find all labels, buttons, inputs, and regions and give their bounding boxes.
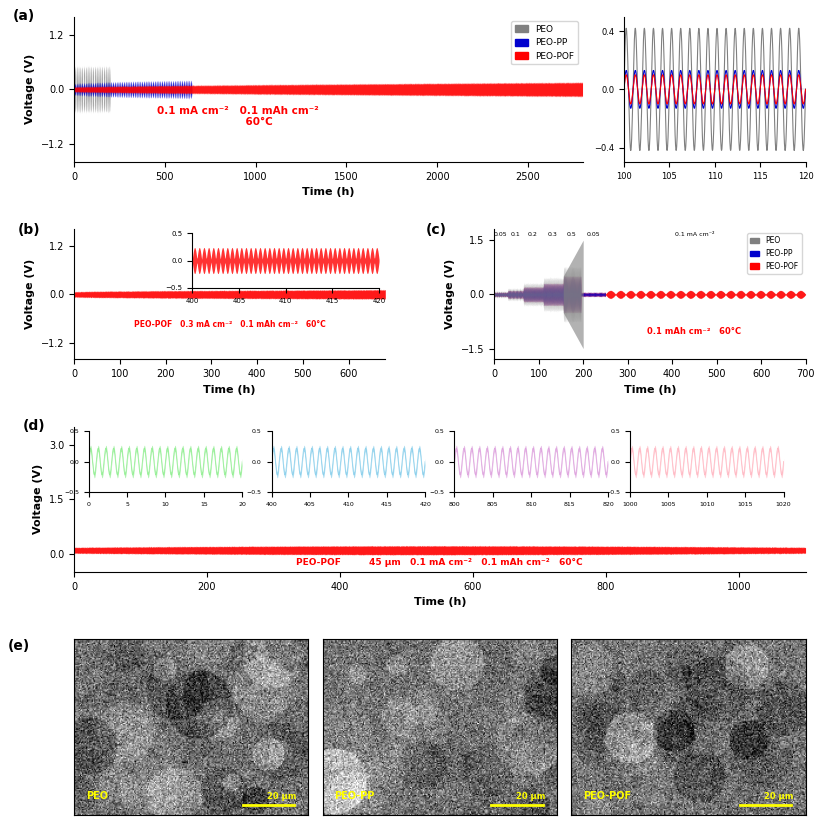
- Text: 20 μm: 20 μm: [764, 792, 794, 801]
- Text: PEO-POF   0.3 mA cm⁻²   0.1 mAh cm⁻²   60°C: PEO-POF 0.3 mA cm⁻² 0.1 mAh cm⁻² 60°C: [134, 319, 326, 329]
- Text: (e): (e): [8, 639, 30, 653]
- Legend: PEO, PEO-PP, PEO-POF: PEO, PEO-PP, PEO-POF: [747, 233, 801, 274]
- Text: 0.05: 0.05: [586, 232, 600, 237]
- Text: 0.2: 0.2: [528, 232, 538, 237]
- Text: 0.1 mA cm⁻²   0.1 mAh cm⁻²
            60°C: 0.1 mA cm⁻² 0.1 mAh cm⁻² 60°C: [156, 106, 318, 127]
- Text: (b): (b): [18, 223, 40, 237]
- X-axis label: Time (h): Time (h): [203, 384, 256, 394]
- Text: 0.1 mAh cm⁻²   60°C: 0.1 mAh cm⁻² 60°C: [647, 327, 741, 336]
- Y-axis label: Voltage (V): Voltage (V): [25, 260, 35, 329]
- X-axis label: Time (h): Time (h): [624, 384, 677, 394]
- Text: 0.05: 0.05: [494, 232, 508, 237]
- Text: 20 μm: 20 μm: [267, 792, 297, 801]
- Text: PEO-POF         45 μm   0.1 mA cm⁻²   0.1 mAh cm⁻²   60°C: PEO-POF 45 μm 0.1 mA cm⁻² 0.1 mAh cm⁻² 6…: [297, 557, 583, 567]
- Text: 0.5: 0.5: [566, 232, 576, 237]
- Y-axis label: Voltage (V): Voltage (V): [446, 260, 455, 329]
- Text: (c): (c): [426, 223, 447, 237]
- Text: (d): (d): [23, 419, 45, 433]
- Text: 0.3: 0.3: [548, 232, 558, 237]
- Text: PEO: PEO: [85, 791, 108, 801]
- X-axis label: Time (h): Time (h): [413, 597, 466, 607]
- Text: PEO-PP: PEO-PP: [335, 791, 375, 801]
- Text: 0.1 mA cm⁻²: 0.1 mA cm⁻²: [675, 232, 714, 237]
- Y-axis label: Voltage (V): Voltage (V): [34, 464, 44, 534]
- Text: (a): (a): [13, 9, 35, 23]
- X-axis label: Time (h): Time (h): [302, 187, 354, 197]
- Text: 0.1: 0.1: [510, 232, 520, 237]
- Text: PEO-POF: PEO-POF: [583, 791, 631, 801]
- Legend: PEO, PEO-PP, PEO-POF: PEO, PEO-PP, PEO-POF: [511, 21, 578, 64]
- Text: 20 μm: 20 μm: [516, 792, 545, 801]
- Y-axis label: Voltage (V): Voltage (V): [25, 54, 35, 125]
